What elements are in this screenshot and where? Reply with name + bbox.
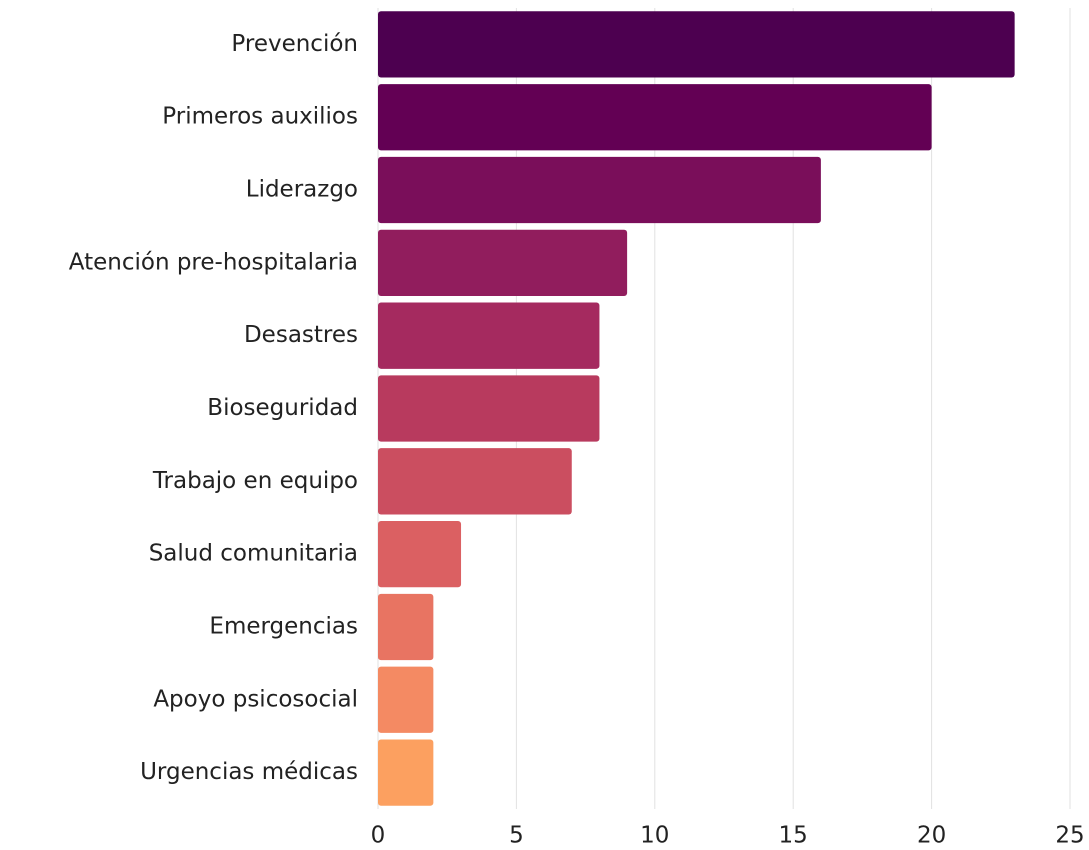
y-tick-label: Emergencias bbox=[209, 613, 358, 639]
x-tick-label: 10 bbox=[640, 823, 669, 849]
y-tick-label: Bioseguridad bbox=[207, 395, 358, 421]
bar bbox=[378, 666, 434, 733]
bar bbox=[378, 11, 1015, 78]
y-tick-label: Salud comunitaria bbox=[149, 541, 358, 567]
bar bbox=[378, 375, 600, 442]
bar bbox=[378, 593, 434, 661]
x-tick-label: 5 bbox=[509, 823, 524, 849]
x-tick-label: 20 bbox=[917, 823, 946, 849]
y-tick-label: Atención pre-hospitalaria bbox=[69, 249, 358, 275]
bar bbox=[378, 302, 600, 369]
bar bbox=[378, 84, 932, 151]
y-tick-label: Primeros auxilios bbox=[162, 104, 358, 130]
x-tick-label: 15 bbox=[779, 823, 808, 849]
bar bbox=[378, 448, 572, 515]
x-tick-label: 25 bbox=[1055, 823, 1084, 849]
y-tick-label: Desastres bbox=[244, 322, 358, 348]
bar bbox=[378, 156, 821, 224]
x-tick-label: 0 bbox=[371, 823, 386, 849]
bar bbox=[378, 521, 462, 588]
y-tick-label: Urgencias médicas bbox=[140, 759, 358, 785]
y-tick-label: Prevención bbox=[231, 31, 358, 57]
bar bbox=[378, 739, 434, 806]
y-tick-label: Liderazgo bbox=[246, 177, 358, 203]
y-tick-label: Apoyo psicosocial bbox=[153, 686, 358, 712]
y-tick-label: Trabajo en equipo bbox=[152, 468, 358, 494]
bar bbox=[378, 229, 628, 296]
